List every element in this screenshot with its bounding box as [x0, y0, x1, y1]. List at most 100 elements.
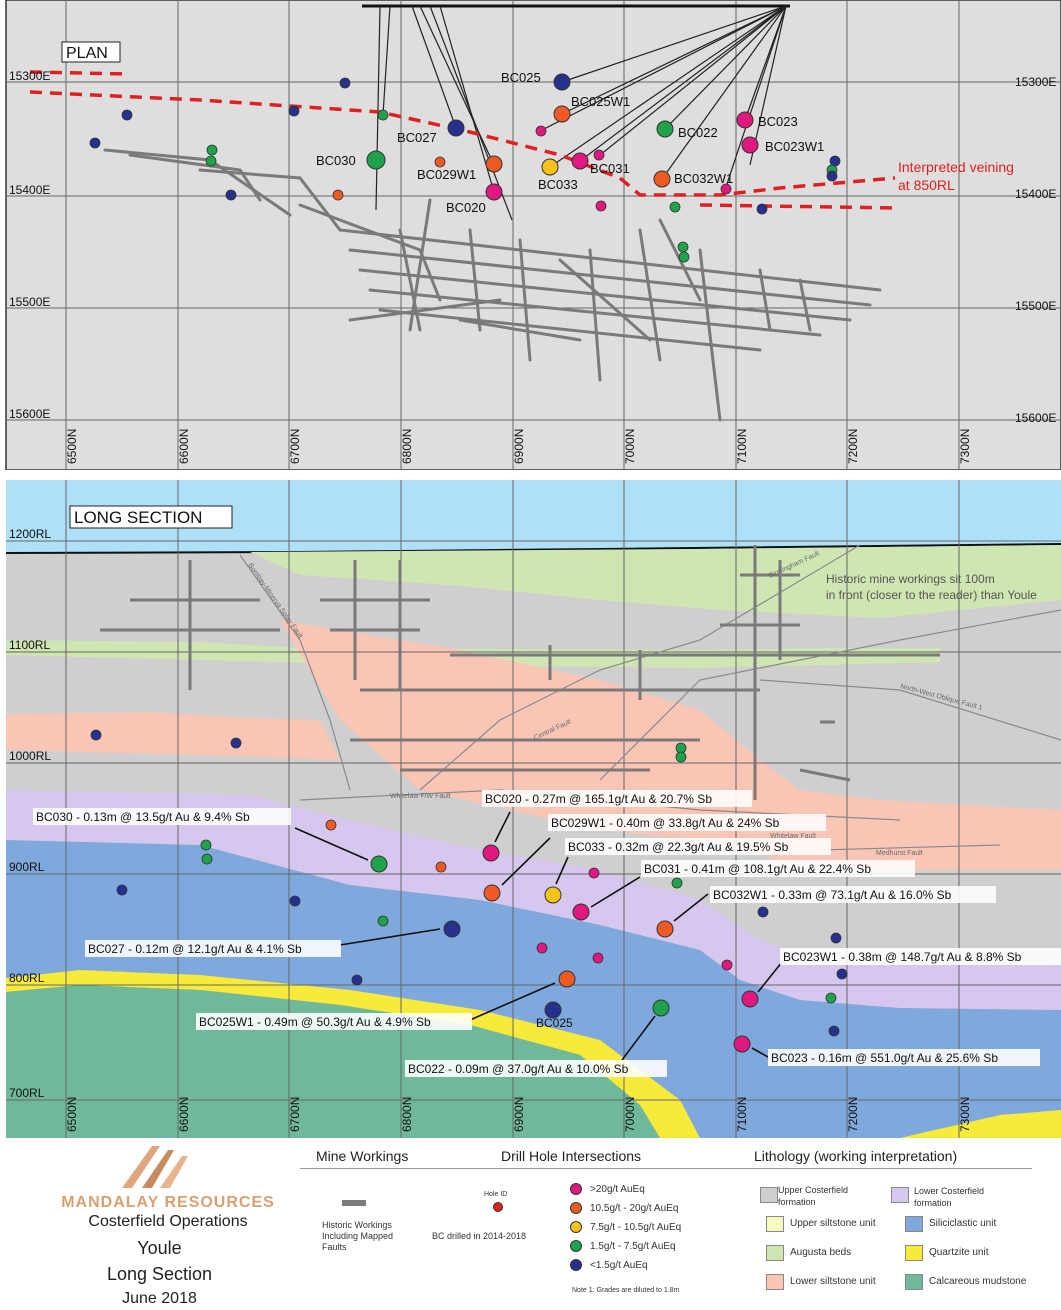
section-note: Historic mine workings sit 100m — [826, 572, 995, 586]
mine-workings-label: Including Mapped — [322, 1231, 394, 1241]
hole-label: BC025W1 — [571, 94, 630, 109]
hole-label: BC033 — [538, 177, 578, 192]
vein-label: at 850RL — [898, 177, 955, 193]
easting-label: 15600E — [9, 407, 50, 421]
northing-label: 6700N — [288, 1097, 302, 1132]
hole-id-label: Hole ID — [484, 1191, 508, 1198]
litho-swatch — [905, 1274, 923, 1290]
easting-label: 15400E — [1015, 187, 1056, 201]
litho-label: Lower siltstone unit — [790, 1276, 876, 1287]
hole-label: BC027 — [397, 130, 437, 145]
easting-label: 15500E — [9, 295, 50, 309]
legend: MANDALAY RESOURCES Costerfield Operation… — [0, 1140, 1061, 1310]
northing-label: 7300N — [958, 1097, 972, 1132]
intersection-label: BC023 - 0.16m @ 551.0g/t Au & 25.6% Sb — [771, 1051, 998, 1065]
hole-label: BC030 — [316, 153, 356, 168]
northing-label: 6900N — [512, 1097, 526, 1132]
historic-workings-swatch — [342, 1200, 366, 1206]
plan-map: PLAN 15300E 15400E 15500E 15600E 15300E … — [5, 0, 1061, 470]
grade-dot — [570, 1240, 582, 1252]
company-logo — [122, 1146, 188, 1188]
hole-label: BC023 — [758, 114, 798, 129]
easting-label: 15300E — [9, 69, 50, 83]
litho-label: Upper siltstone unit — [790, 1218, 876, 1229]
litho-label: Calcareous mudstone — [929, 1276, 1027, 1287]
mine-workings-label: Historic Workings — [322, 1220, 392, 1230]
intersection-label: BC022 - 0.09m @ 37.0g/t Au & 10.0% Sb — [408, 1062, 629, 1076]
northing-label: 7200N — [846, 1097, 860, 1132]
rl-label: 1000RL — [9, 749, 51, 763]
litho-swatch — [891, 1187, 909, 1203]
northing-label: 6800N — [400, 1097, 414, 1132]
grade-dot — [570, 1221, 582, 1233]
grade-dot — [570, 1183, 582, 1195]
hole-label: BC022 — [678, 125, 718, 140]
mine-workings-label: Faults — [322, 1242, 347, 1252]
northing-label: 7100N — [735, 1097, 749, 1132]
hole-label: BC029W1 — [417, 167, 476, 182]
northing-label: 6900N — [512, 429, 526, 464]
grade-note: Note 1: Grades are diluted to 1.8m — [572, 1287, 680, 1294]
litho-title: Lithology (working interpretation) — [754, 1148, 958, 1164]
hole-label: BC025 — [536, 1016, 573, 1030]
easting-label: 15400E — [9, 183, 50, 197]
section-title: LONG SECTION — [74, 508, 202, 527]
northing-label: 6700N — [288, 429, 302, 464]
northing-label: 6600N — [177, 429, 191, 464]
legend-divider — [300, 1168, 1032, 1169]
rl-label: 800RL — [9, 971, 45, 985]
litho-swatch — [766, 1216, 784, 1232]
intersection-label: BC027 - 0.12m @ 12.1g/t Au & 4.1% Sb — [88, 942, 302, 956]
litho-swatch — [760, 1187, 778, 1203]
northing-label: 7300N — [958, 429, 972, 464]
grade-label: >20g/t AuEq — [590, 1184, 645, 1195]
northing-label: 7000N — [623, 429, 637, 464]
rl-label: 1100RL — [9, 638, 50, 652]
intersection-label: BC032W1 - 0.33m @ 73.1g/t Au & 16.0% Sb — [713, 888, 952, 902]
fault-label: Whitelaw F/W Fault — [390, 793, 451, 800]
mine-workings-title: Mine Workings — [316, 1148, 409, 1164]
grade-label: 7.5g/t - 10.5g/t AuEq — [590, 1222, 682, 1233]
northing-label: 6800N — [400, 429, 414, 464]
northing-label: 7000N — [623, 1097, 637, 1132]
fault-label: Medhurst Fault — [876, 850, 923, 857]
intersection-label: BC030 - 0.13m @ 13.5g/t Au & 9.4% Sb — [36, 810, 250, 824]
northing-label: 6500N — [65, 429, 79, 464]
plan-title: PLAN — [66, 45, 108, 62]
grade-label: 10.5g/t - 20g/t AuEq — [590, 1203, 679, 1214]
vein-label: Interpreted veining — [898, 159, 1014, 175]
litho-label: Lower Costerfield — [914, 1186, 985, 1196]
hole-label: BC031 — [590, 161, 630, 176]
hole-label: BC020 — [446, 200, 486, 215]
grade-label: <1.5g/t AuEq — [590, 1260, 648, 1271]
intersection-label: BC029W1 - 0.40m @ 33.8g/t Au & 24% Sb — [551, 816, 780, 830]
hole-label: BC032W1 — [674, 171, 733, 186]
intersection-label: BC033 - 0.32m @ 22.3g/t Au & 19.5% Sb — [568, 840, 789, 854]
rl-label: 900RL — [9, 860, 45, 874]
hole-label: BC023W1 — [765, 139, 824, 154]
litho-swatch — [905, 1245, 923, 1261]
litho-label: Augusta beds — [790, 1247, 852, 1258]
company-sub: Costerfield Operations — [88, 1213, 248, 1230]
intersection-label: BC025W1 - 0.49m @ 50.3g/t Au & 4.9% Sb — [199, 1015, 431, 1029]
northing-label: 6500N — [65, 1097, 79, 1132]
easting-label: 15600E — [1015, 411, 1056, 425]
bc-drilled-label: BC drilled in 2014-2018 — [432, 1231, 527, 1241]
litho-label: Upper Costerfield — [778, 1185, 849, 1195]
hole-label: BC025 — [501, 70, 541, 85]
map-type: Long Section — [106, 1264, 213, 1284]
rl-label: 700RL — [9, 1086, 45, 1100]
litho-label: Siliciclastic unit — [929, 1218, 997, 1229]
northing-label: 7100N — [735, 429, 749, 464]
map-name: Youle — [137, 1238, 182, 1258]
litho-label: formation — [778, 1197, 816, 1207]
rl-label: 1200RL — [9, 527, 51, 541]
map-date: June 2018 — [122, 1290, 197, 1307]
drill-title: Drill Hole Intersections — [501, 1148, 642, 1164]
long-section-map: LONG SECTION 1200RL 1100RL 1000RL 900RL … — [5, 480, 1061, 1138]
fault-label: Whitelaw Fault — [770, 833, 816, 840]
intersection-label: BC020 - 0.27m @ 165.1g/t Au & 20.7% Sb — [485, 792, 712, 806]
northing-label: 7200N — [846, 429, 860, 464]
company-name: MANDALAY RESOURCES — [61, 1194, 275, 1211]
litho-label: Quartzite unit — [929, 1247, 989, 1258]
